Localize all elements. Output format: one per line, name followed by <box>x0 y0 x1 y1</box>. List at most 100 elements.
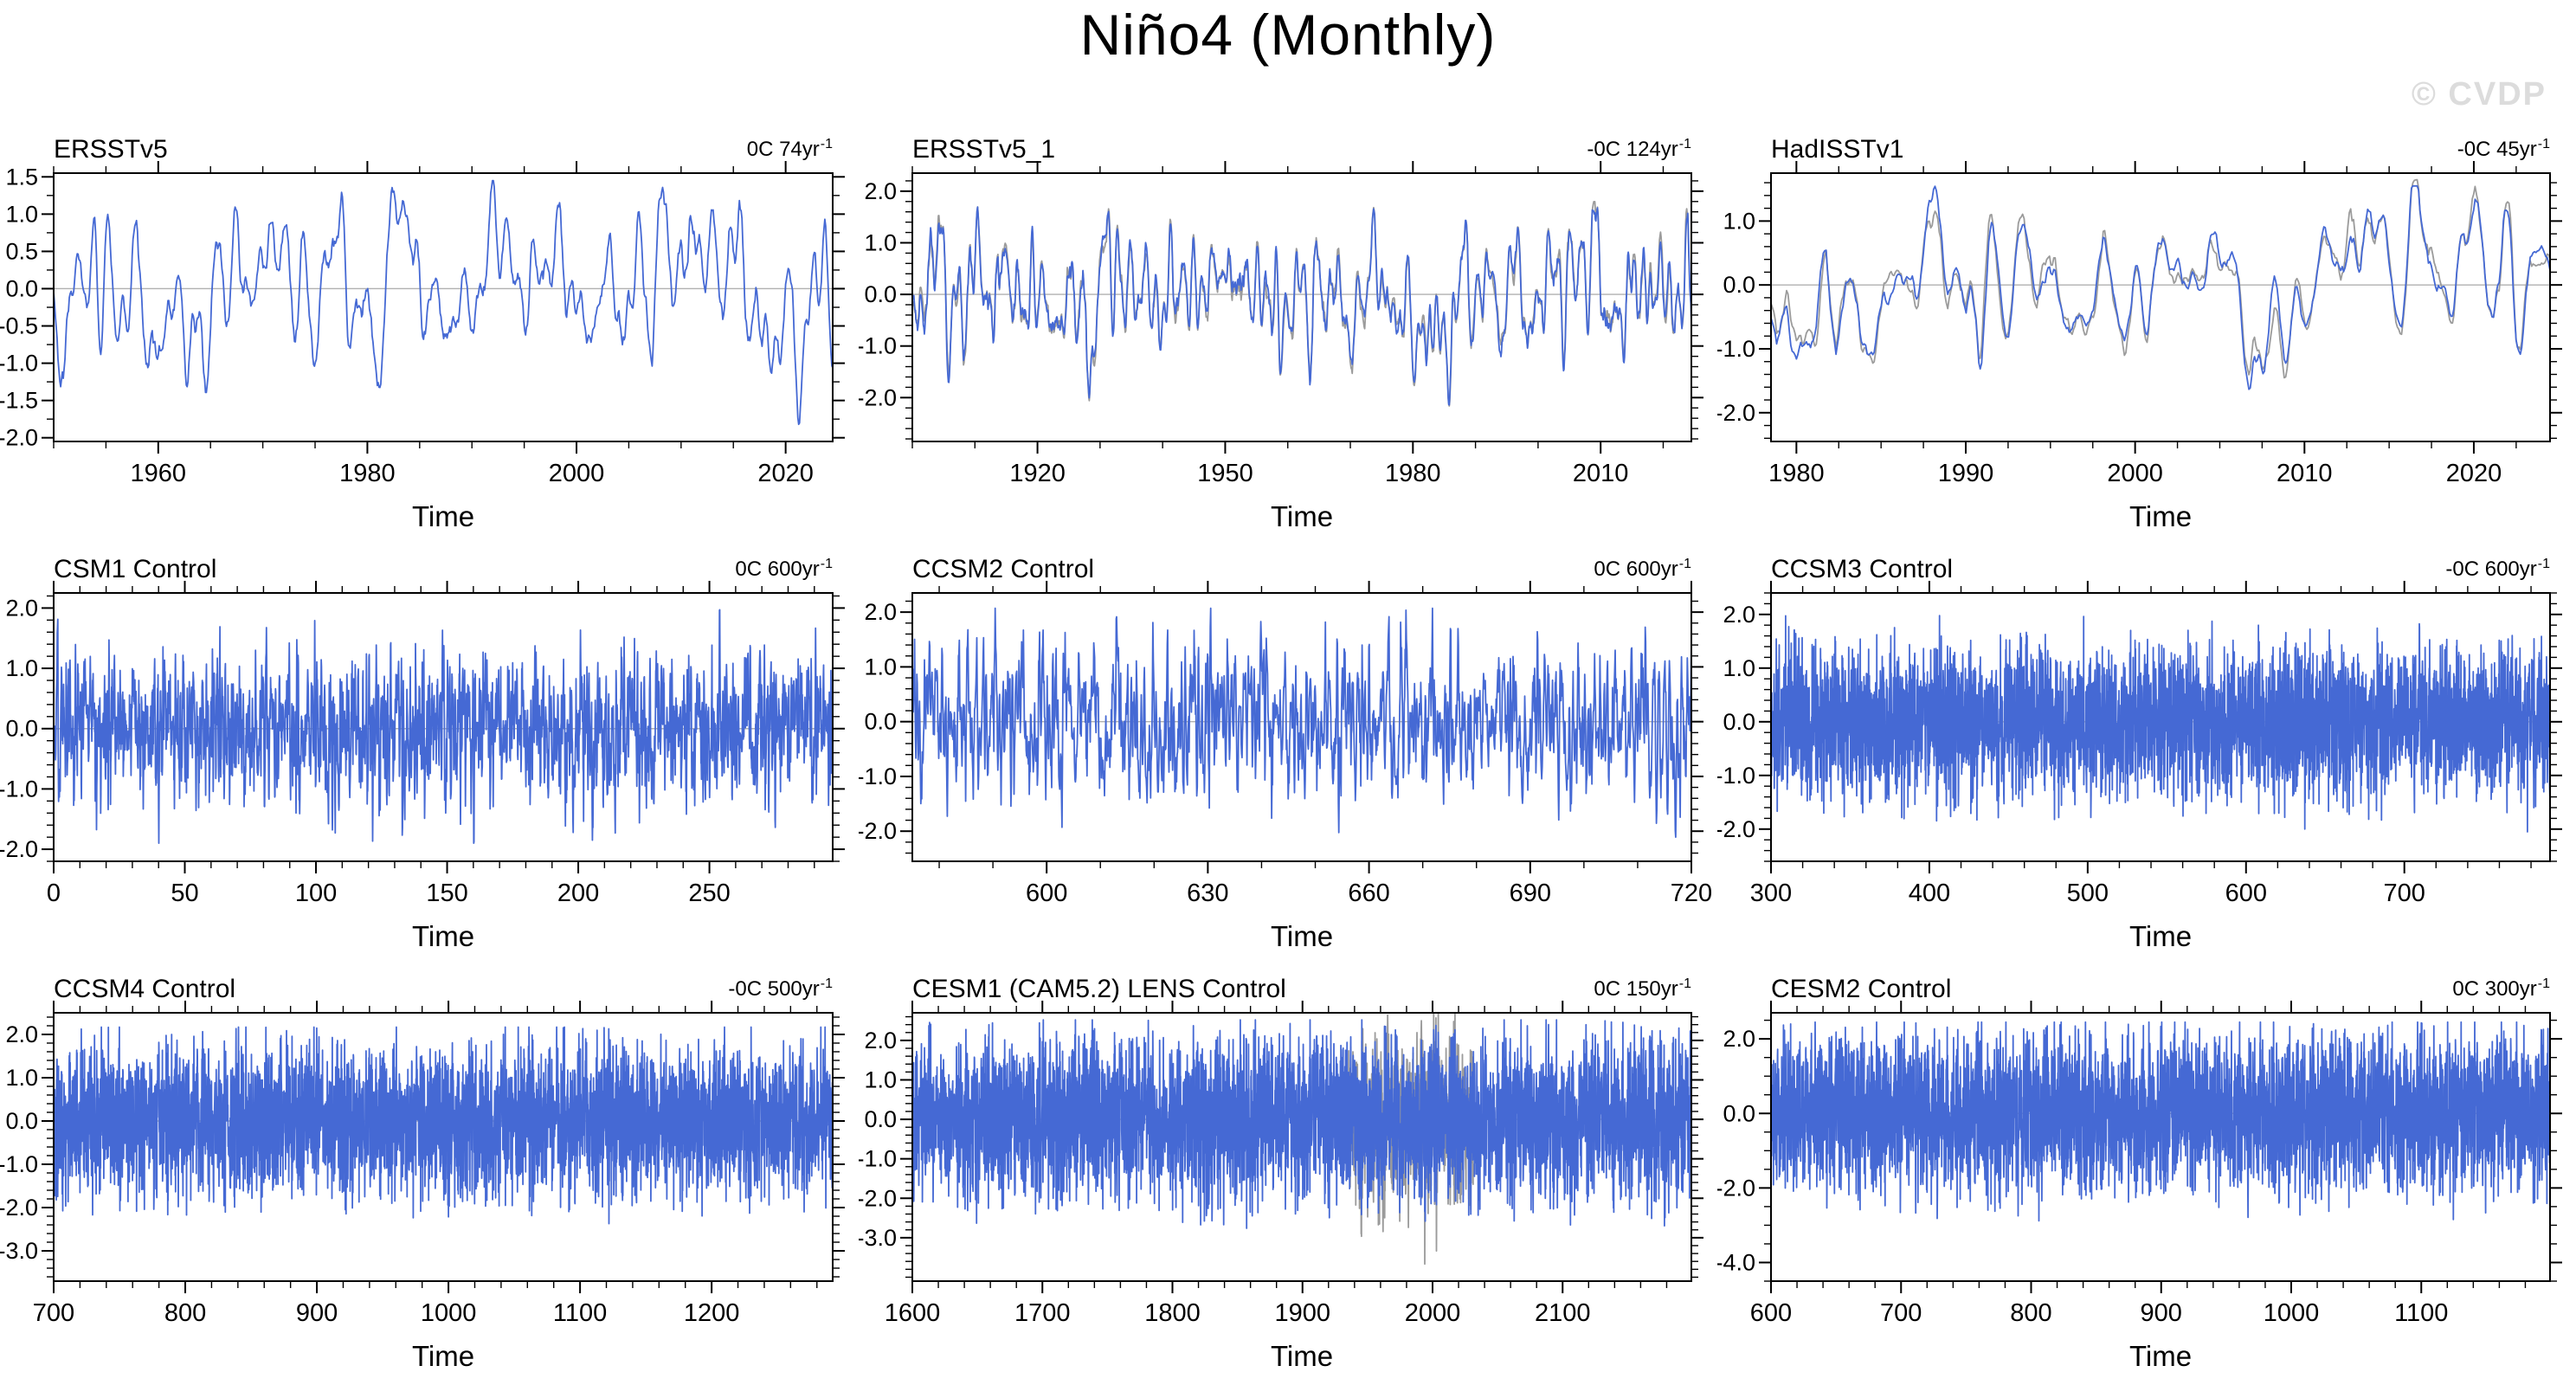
x-tick-label: 250 <box>688 879 730 907</box>
y-tick-label: -1.0 <box>1717 763 1755 789</box>
panel-title: ERSSTv5 <box>54 135 168 164</box>
nino4-index-line <box>53 609 834 845</box>
y-tick-label: 2.0 <box>5 1021 38 1047</box>
nino4-index-line <box>1770 184 2551 390</box>
x-tick-label: 1700 <box>1014 1299 1071 1327</box>
chart-grid: 1960 1980 2000 2020 1.5 1.0 0.5 0.0 -0.5 -1.0 -1.5… <box>0 130 2576 1389</box>
y-tick-label: -2.0 <box>0 836 38 862</box>
y-tick-label: -2.0 <box>859 818 897 844</box>
trend-value: -0C 124yr <box>1587 138 1678 161</box>
panel-title: CCSM4 Control <box>54 975 235 1003</box>
panel-cesm1-cam5-2-lens-control: 1600 1700 1800 1900 2000 2100 2.0 1.0 0.0 -1.0 -2.… <box>859 975 1703 1372</box>
x-tick-label: 630 <box>1187 879 1228 907</box>
trend-annotation: -0C 500yr-1 <box>728 976 833 1001</box>
x-tick-label: 1000 <box>2264 1299 2320 1327</box>
nino4-index-line <box>53 1026 834 1225</box>
x-tick-label: 700 <box>1880 1299 1922 1327</box>
y-tick-label: 2.0 <box>864 1028 897 1053</box>
trend-exponent: -1 <box>821 557 833 571</box>
nino4-index-line <box>911 206 1692 406</box>
y-tick-label: -1.5 <box>0 388 38 414</box>
y-tick-label: -3.0 <box>0 1238 38 1264</box>
nino4-index-line <box>911 607 1692 839</box>
trend-exponent: -1 <box>1679 137 1691 151</box>
x-tick-label: 700 <box>33 1299 74 1327</box>
x-tick-label: 1100 <box>553 1299 607 1327</box>
y-tick-label: 0.0 <box>5 275 38 301</box>
x-tick-label: 2020 <box>757 460 814 487</box>
y-tick-label: -2.0 <box>0 1195 38 1221</box>
nino4-index-line <box>1770 615 2551 833</box>
trend-value: 0C 74yr <box>747 138 820 161</box>
x-tick-label: 600 <box>1026 879 1067 907</box>
y-tick-label: -1.0 <box>859 333 897 359</box>
y-tick-label: 1.0 <box>1723 208 1755 234</box>
x-tick-label: 400 <box>1909 879 1950 907</box>
x-tick-label: 900 <box>2141 1299 2182 1327</box>
y-tick-label: 2.0 <box>5 595 38 621</box>
y-tick-label: 2.0 <box>864 599 897 625</box>
trend-exponent: -1 <box>2538 976 2550 991</box>
nino4-index-line <box>1770 1021 2551 1222</box>
x-tick-label: 2000 <box>2107 460 2163 487</box>
nino4-index-line <box>911 1019 1692 1229</box>
x-tick-label: 600 <box>2225 879 2267 907</box>
x-tick-label: 660 <box>1348 879 1389 907</box>
panel-title: CESM2 Control <box>1771 975 1951 1003</box>
cvdp-watermark: © CVDP <box>2411 76 2547 113</box>
plot-frame <box>1770 172 2551 442</box>
y-tick-label: -1.0 <box>859 1146 897 1172</box>
x-tick-label: 2100 <box>1535 1299 1591 1327</box>
panel-csm1-control: 0 50 100 150 200 250 2.0 1.0 0.0 -1.0 -2.0 CSM1 Con… <box>0 555 845 952</box>
trend-exponent: -1 <box>2538 137 2550 151</box>
panel-title: CCSM2 Control <box>912 555 1094 583</box>
x-tick-label: 700 <box>2384 879 2425 907</box>
x-tick-label: 2000 <box>549 460 605 487</box>
y-tick-label: -0.5 <box>0 313 38 339</box>
trend-value: 0C 150yr <box>1594 977 1678 1001</box>
panel-ccsm2-control: 600 630 660 690 720 2.0 1.0 0.0 -1.0 -2.0 CCSM2 Co… <box>859 555 1712 952</box>
y-tick-label: -2.0 <box>1717 816 1755 842</box>
trend-annotation: 0C 74yr-1 <box>747 137 833 161</box>
plot-frame <box>53 172 834 442</box>
x-tick-label: 100 <box>295 879 337 907</box>
time-axis-label: Time <box>412 920 474 952</box>
x-tick-label: 300 <box>1750 879 1792 907</box>
x-tick-label: 720 <box>1671 879 1712 907</box>
y-tick-label: 1.0 <box>864 1067 897 1093</box>
panel-ccsm4-control: 700 800 900 1000 1100 1200 2.0 1.0 0.0 -1.0 -2.0 -3… <box>0 975 845 1372</box>
plot-frame <box>1770 592 2551 862</box>
x-tick-label: 1000 <box>421 1299 477 1327</box>
y-tick-label: 1.0 <box>5 1065 38 1091</box>
y-tick-label: 0.0 <box>864 1106 897 1132</box>
y-tick-label: -2.0 <box>0 425 38 451</box>
y-tick-label: 0.5 <box>5 238 38 264</box>
time-axis-label: Time <box>1271 500 1333 532</box>
nino4-index-line <box>53 179 834 426</box>
y-tick-label: -2.0 <box>859 384 897 410</box>
x-tick-label: 1980 <box>1385 460 1441 487</box>
y-tick-label: -1.0 <box>0 776 38 802</box>
trend-exponent: -1 <box>2538 557 2550 571</box>
x-tick-label: 150 <box>426 879 467 907</box>
time-axis-label: Time <box>1271 920 1333 952</box>
trend-annotation: -0C 124yr-1 <box>1587 137 1691 161</box>
panel-title: HadISSTv1 <box>1771 135 1903 164</box>
x-tick-label: 900 <box>296 1299 338 1327</box>
trend-annotation: 0C 300yr-1 <box>2452 976 2550 1001</box>
x-tick-label: 1200 <box>684 1299 740 1327</box>
x-tick-label: 2010 <box>2277 460 2333 487</box>
y-tick-label: 1.0 <box>864 654 897 680</box>
y-tick-label: -1.0 <box>0 351 38 377</box>
x-tick-label: 1980 <box>339 460 396 487</box>
trend-value: 0C 600yr <box>735 557 819 581</box>
trend-value: 0C 300yr <box>2452 977 2536 1001</box>
page-title: Niño4 (Monthly) <box>1079 3 1497 67</box>
y-tick-label: 1.0 <box>1723 655 1755 681</box>
y-tick-label: -4.0 <box>1717 1249 1755 1275</box>
x-tick-label: 1920 <box>1009 460 1066 487</box>
y-tick-label: 0.0 <box>864 709 897 735</box>
plot-frame <box>911 592 1692 862</box>
trend-annotation: -0C 45yr-1 <box>2457 137 2550 161</box>
